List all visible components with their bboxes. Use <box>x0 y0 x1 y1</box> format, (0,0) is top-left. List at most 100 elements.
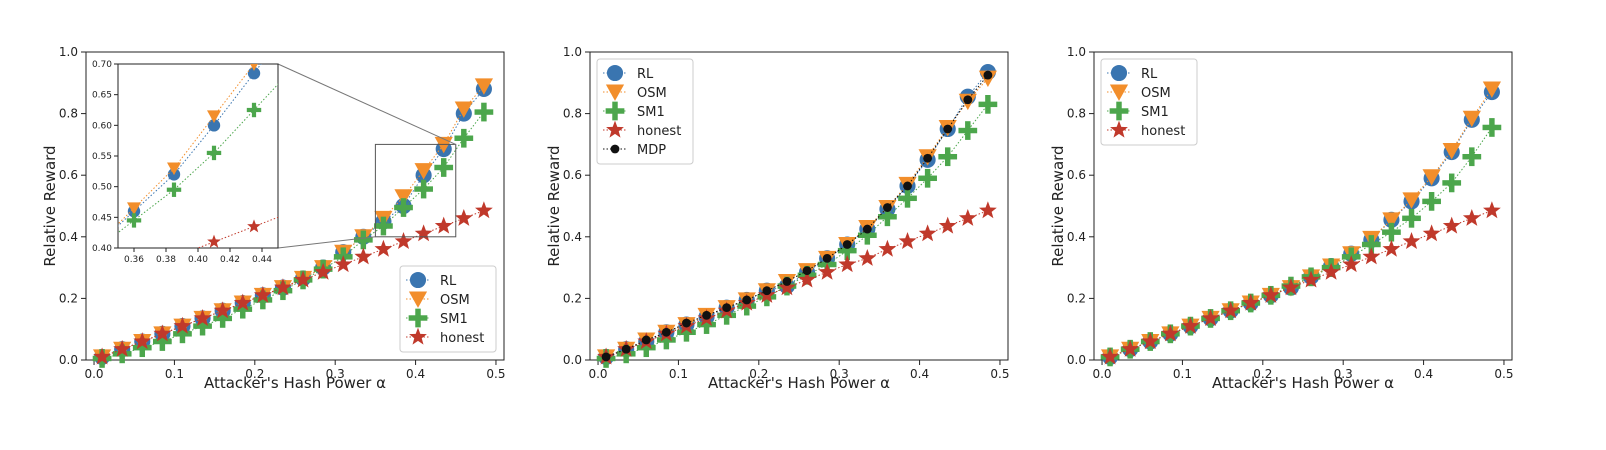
panel-2-y-tick-label: 0.6 <box>563 168 582 182</box>
panel-1-point-honest <box>414 224 433 242</box>
panel-2-point-mdp <box>661 327 671 337</box>
panel-3-point-sm1 <box>1442 173 1462 193</box>
panel-1-point-sm1 <box>474 102 494 122</box>
panel-3-point-sm1 <box>1482 118 1502 137</box>
inset-y-tick-label: 0.65 <box>92 91 112 101</box>
panel-3-point-honest <box>1342 255 1361 273</box>
panel-1-point-honest <box>374 239 393 257</box>
inset-x-tick-label: 0.36 <box>124 255 144 265</box>
panel-3-point-honest <box>1322 262 1341 280</box>
panel-1-inset-series <box>118 64 278 248</box>
panel-2-point-honest <box>958 208 977 226</box>
panel-1-series-honest <box>93 201 493 365</box>
panel-3-point-osm <box>1462 110 1481 128</box>
panel-3-point-honest <box>1282 278 1300 296</box>
panel-2-x-tick-label: 0.2 <box>749 367 768 381</box>
panel-3-point-honest <box>1101 347 1119 365</box>
inset-point-honest <box>247 219 261 233</box>
inset-point-sm1 <box>166 182 182 197</box>
panel-3-point-osm <box>1442 143 1461 160</box>
panel-1-x-tick-label: 0.3 <box>326 367 345 381</box>
panel-2-point-sm1 <box>898 188 917 208</box>
panel-1-y-axis-label: Relative Reward <box>41 145 59 266</box>
panel-1-legend-item-rl: RL <box>406 271 457 289</box>
panel-1-point-sm1 <box>414 179 433 199</box>
panel-1-point-sm1 <box>353 230 373 250</box>
panel-1-x-axis-label: Attacker's Hash Power α <box>204 374 386 392</box>
inset-point-osm <box>167 162 181 176</box>
panel-2-point-honest <box>878 239 897 257</box>
panel-2-point-mdp <box>963 95 973 105</box>
panel-1-point-honest <box>294 270 312 288</box>
panel-3-point-osm <box>1382 212 1401 229</box>
panel-1-ticks: 0.0 0.1 0.2 0.3 0.4 0.5 0.0 0.2 0.4 0.6 0.8 1.0 <box>59 45 506 381</box>
panel-3-point-honest <box>1201 309 1220 326</box>
inset-x-tick-label: 0.40 <box>188 255 208 265</box>
panel-2-point-honest <box>818 262 837 280</box>
panel-2-point-sm1 <box>837 241 857 261</box>
inset-point-rl <box>207 119 221 132</box>
panel-1-point-sm1 <box>173 324 192 344</box>
panel-2-series <box>596 63 998 368</box>
panel-2-point-sm1 <box>978 95 998 114</box>
panel-1-point-honest <box>193 309 212 326</box>
inset-y-tick-label: 0.55 <box>92 152 112 162</box>
panel-2-point-mdp <box>782 277 792 286</box>
panel-1-x-tick-label: 0.4 <box>406 367 425 381</box>
panel-1-point-honest <box>274 278 292 296</box>
panel-1-point-honest <box>314 262 333 280</box>
panel-2-point-sm1 <box>878 207 897 227</box>
inset-series-osm <box>118 64 258 225</box>
panel-3-x-tick-label: 0.1 <box>1173 367 1192 381</box>
panel-1-point-honest <box>334 255 353 273</box>
panel-1-legend-marker-sm1 <box>408 308 428 328</box>
panel-2-line-mdp <box>605 74 989 358</box>
panel-1-point-honest <box>133 332 152 350</box>
panel-2-legend-item-rl: RL <box>603 64 654 82</box>
panel-1-x-tick-label: 0.5 <box>486 367 505 381</box>
panel-2-legend-item-honest: honest <box>603 120 681 139</box>
inset-point-osm <box>207 110 221 123</box>
panel-2-legend-marker-sm1 <box>605 101 625 121</box>
panel-1-inset-ticks: 0.36 0.38 0.40 0.42 0.44 0.40 0.45 0.50 0.55 0.60… <box>92 60 272 265</box>
panel-3-point-sm1 <box>1361 235 1381 254</box>
panel-2-point-mdp <box>742 295 752 305</box>
inset-y-tick-label: 0.45 <box>92 213 112 223</box>
panel-1-legend-item-osm: OSM <box>406 291 470 308</box>
panel-2-legend-marker-rl <box>606 64 624 82</box>
panel-3-point-honest <box>1422 224 1441 242</box>
zoom-connector-bottom <box>277 236 376 249</box>
panel-2-x-tick-label: 0.4 <box>910 367 929 381</box>
panel-3-x-tick-label: 0.0 <box>1092 367 1111 381</box>
panel-3-legend-label-honest: honest <box>1141 124 1185 139</box>
panel-3-point-honest <box>1241 293 1260 311</box>
panel-3-x-tick-label: 0.5 <box>1494 367 1513 381</box>
panel-1-point-sm1 <box>434 158 454 177</box>
panel-1-y-tick-label: 0.2 <box>59 291 78 305</box>
panel-2-point-mdp <box>983 70 993 80</box>
panel-1-point-osm <box>454 101 473 118</box>
panel-1-x-tick-label: 0.1 <box>165 367 184 381</box>
panel-3-point-honest <box>1181 316 1200 334</box>
inset-y-tick-label: 0.60 <box>92 121 112 131</box>
panel-1-point-honest <box>173 316 192 334</box>
panel-2-legend-marker-honest <box>606 120 624 138</box>
panel-2-point-sm1 <box>657 330 676 350</box>
panel-3-y-tick-label: 1.0 <box>1067 45 1086 59</box>
panel-2-point-sm1 <box>717 305 737 325</box>
panel-3-series <box>1100 81 1502 367</box>
panel-2-legend-label-honest: honest <box>637 124 681 139</box>
panel-3-point-osm <box>1402 192 1421 209</box>
inset-line-sm1 <box>118 83 278 234</box>
inset-x-tick-label: 0.44 <box>252 255 272 265</box>
panel-1-point-sm1 <box>253 290 273 310</box>
panel-1-legend-item-sm1: SM1 <box>406 308 468 328</box>
panel-1-point-honest <box>113 339 132 357</box>
panel-2-legend-item-mdp: MDP <box>603 143 666 158</box>
panel-3-legend-item-rl: RL <box>1107 64 1158 82</box>
inset-point-honest <box>207 234 221 248</box>
panel-2-point-honest <box>979 201 997 219</box>
zoom-region-box <box>374 143 457 238</box>
panel-2-legend-label-sm1: SM1 <box>637 105 665 120</box>
